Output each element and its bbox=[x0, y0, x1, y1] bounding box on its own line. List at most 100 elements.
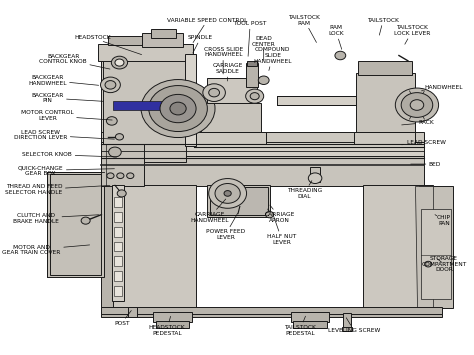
Bar bbox=[363, 185, 433, 308]
Text: CARRIAGE
APRON: CARRIAGE APRON bbox=[264, 205, 295, 223]
Bar bbox=[207, 78, 257, 103]
Text: DEAD
CENTER: DEAD CENTER bbox=[252, 36, 275, 60]
Bar bbox=[310, 167, 320, 182]
Text: BACKGEAR
PIN: BACKGEAR PIN bbox=[31, 93, 103, 103]
Bar bbox=[101, 185, 113, 308]
Text: CARRIAGE
HANDWHEEL: CARRIAGE HANDWHEEL bbox=[191, 199, 229, 223]
Bar bbox=[210, 187, 268, 215]
Circle shape bbox=[209, 88, 219, 97]
Bar bbox=[293, 321, 327, 328]
Circle shape bbox=[105, 81, 116, 89]
Text: LEAD SCREW: LEAD SCREW bbox=[401, 140, 446, 145]
Bar bbox=[114, 197, 122, 207]
Circle shape bbox=[160, 94, 196, 123]
Text: LEAD SCREW
DIRECTION LEVER: LEAD SCREW DIRECTION LEVER bbox=[14, 130, 114, 141]
Circle shape bbox=[109, 147, 121, 157]
Bar bbox=[114, 286, 122, 296]
Bar bbox=[142, 33, 182, 47]
Circle shape bbox=[246, 89, 264, 103]
Bar bbox=[342, 327, 352, 331]
Circle shape bbox=[106, 117, 117, 125]
Bar bbox=[114, 256, 122, 266]
Text: TOOL POST: TOOL POST bbox=[234, 21, 267, 56]
Circle shape bbox=[141, 80, 215, 137]
Bar bbox=[207, 185, 271, 217]
Circle shape bbox=[250, 93, 259, 100]
Bar bbox=[101, 312, 442, 317]
Circle shape bbox=[395, 88, 438, 122]
Bar bbox=[108, 36, 180, 45]
Circle shape bbox=[117, 173, 124, 179]
Text: HANDWHEEL: HANDWHEEL bbox=[421, 85, 463, 91]
Text: HALF NUT
LEVER: HALF NUT LEVER bbox=[267, 216, 296, 245]
Text: MOTOR AND
GEAR TRAIN COVER: MOTOR AND GEAR TRAIN COVER bbox=[2, 245, 90, 255]
Circle shape bbox=[115, 133, 124, 140]
Bar bbox=[47, 172, 104, 277]
Text: THREAD AND FEED
SELECTOR HANDLE: THREAD AND FEED SELECTOR HANDLE bbox=[5, 185, 110, 195]
Bar bbox=[291, 312, 329, 322]
Polygon shape bbox=[415, 186, 433, 308]
Bar bbox=[101, 55, 191, 163]
Bar bbox=[114, 212, 122, 222]
Circle shape bbox=[335, 51, 346, 60]
Circle shape bbox=[224, 191, 231, 196]
Bar bbox=[151, 29, 176, 38]
Bar bbox=[247, 61, 257, 66]
Circle shape bbox=[209, 179, 246, 208]
Text: SPINDLE: SPINDLE bbox=[188, 36, 213, 53]
Bar bbox=[113, 102, 167, 110]
Bar bbox=[419, 186, 453, 308]
Bar bbox=[277, 96, 356, 105]
Text: BACKGEAR
CONTROL KNOB: BACKGEAR CONTROL KNOB bbox=[39, 54, 110, 69]
Text: HEADSTOCK: HEADSTOCK bbox=[74, 36, 142, 55]
Bar bbox=[421, 209, 451, 300]
Text: TAILSTOCK
PEDESTAL: TAILSTOCK PEDESTAL bbox=[284, 316, 316, 336]
Bar bbox=[101, 142, 424, 158]
Circle shape bbox=[203, 84, 225, 102]
Circle shape bbox=[170, 102, 186, 115]
Circle shape bbox=[258, 76, 269, 84]
Text: MOTOR CONTROL
LEVER: MOTOR CONTROL LEVER bbox=[21, 110, 112, 121]
Text: SELECTOR KNOB: SELECTOR KNOB bbox=[22, 152, 117, 157]
Text: CHIP
PAN: CHIP PAN bbox=[435, 215, 451, 226]
Bar bbox=[50, 174, 101, 275]
Text: BACKGEAR
HANDWHEEL: BACKGEAR HANDWHEEL bbox=[28, 75, 99, 86]
Text: POWER FEED
LEVER: POWER FEED LEVER bbox=[206, 213, 245, 240]
Text: CARRIAGE
SADDLE: CARRIAGE SADDLE bbox=[212, 63, 243, 81]
Circle shape bbox=[265, 212, 273, 218]
Text: VARIABLE SPEED CONTROL: VARIABLE SPEED CONTROL bbox=[167, 18, 247, 43]
Circle shape bbox=[81, 217, 90, 224]
Text: BED: BED bbox=[410, 162, 441, 166]
Text: RAM
LOCK: RAM LOCK bbox=[328, 25, 344, 49]
Bar bbox=[246, 62, 258, 87]
Text: POST: POST bbox=[114, 311, 131, 326]
Text: TAILSTOCK
LOCK LEVER: TAILSTOCK LOCK LEVER bbox=[394, 25, 431, 44]
Bar bbox=[101, 132, 424, 144]
Circle shape bbox=[410, 100, 424, 110]
Bar bbox=[101, 156, 424, 186]
Bar bbox=[114, 226, 122, 236]
Circle shape bbox=[308, 173, 322, 184]
Text: CLUTCH AND
BRAKE HANDLE: CLUTCH AND BRAKE HANDLE bbox=[13, 213, 99, 224]
Circle shape bbox=[127, 173, 134, 179]
Bar bbox=[114, 241, 122, 251]
Text: RACK: RACK bbox=[401, 120, 434, 125]
Circle shape bbox=[149, 86, 207, 132]
Circle shape bbox=[111, 56, 128, 69]
Bar bbox=[185, 54, 196, 146]
Bar bbox=[101, 307, 442, 313]
Bar bbox=[358, 61, 412, 75]
Bar bbox=[103, 59, 186, 162]
Bar bbox=[110, 185, 196, 308]
Bar bbox=[196, 132, 266, 144]
Text: TAILSTOCK: TAILSTOCK bbox=[367, 18, 399, 35]
Text: TAILSTOCK
RAM: TAILSTOCK RAM bbox=[288, 15, 320, 43]
Bar bbox=[201, 103, 262, 132]
Bar bbox=[354, 132, 415, 144]
Bar bbox=[343, 313, 351, 329]
Text: THREADING
DIAL: THREADING DIAL bbox=[287, 181, 322, 199]
Bar bbox=[112, 185, 124, 301]
Text: COMPOUND
SLIDE
HANDWHEEL: COMPOUND SLIDE HANDWHEEL bbox=[254, 47, 292, 71]
Text: QUICK-CHANGE
GEAR BOX: QUICK-CHANGE GEAR BOX bbox=[18, 165, 114, 176]
Bar bbox=[98, 44, 193, 61]
